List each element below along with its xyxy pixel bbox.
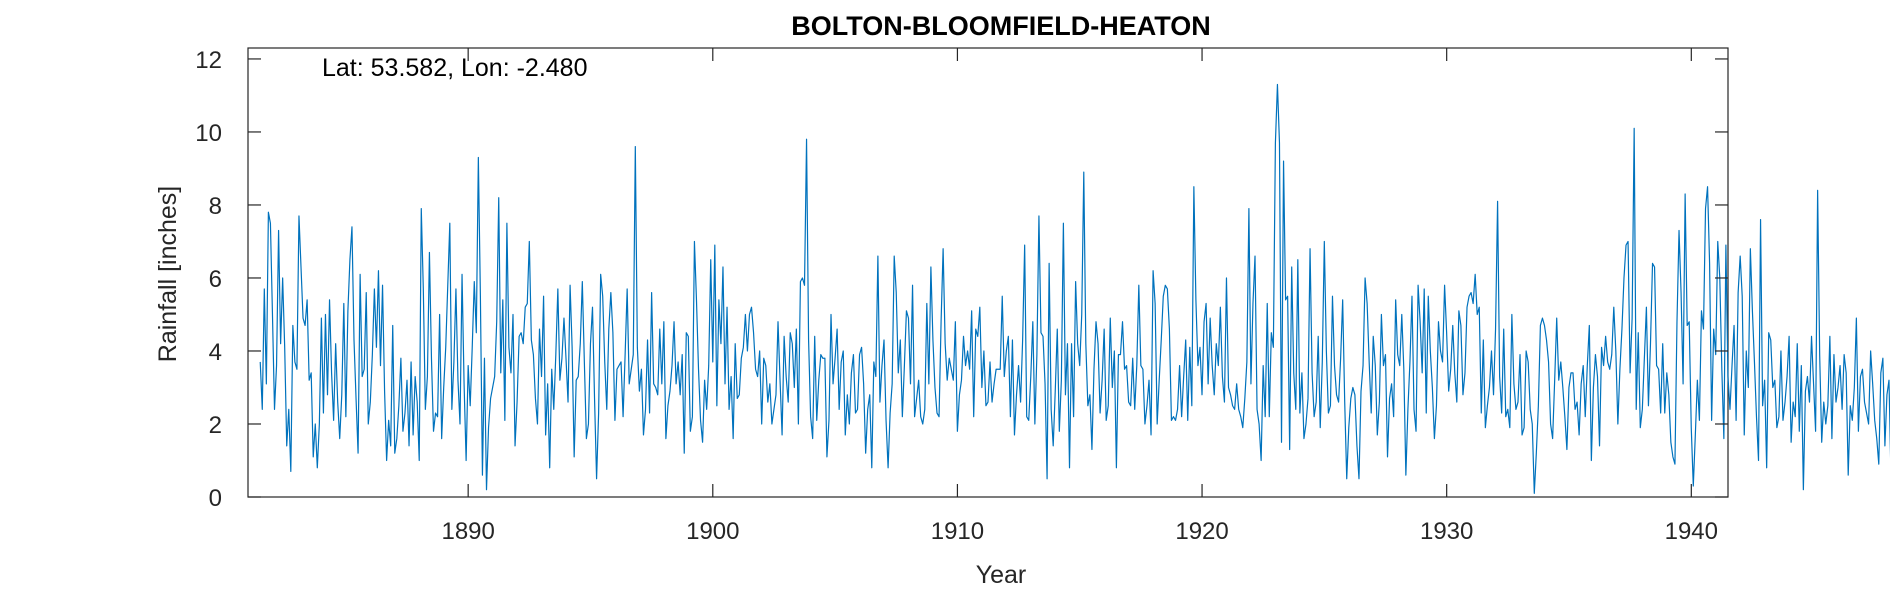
axes-box [247, 47, 1729, 498]
x-tick-label: 1890 [441, 518, 494, 545]
y-axis-label: Rainfall [inches] [154, 186, 182, 362]
y-tick-label: 8 [209, 193, 222, 220]
y-tick-label: 0 [209, 485, 222, 512]
x-tick-label: 1940 [1665, 518, 1718, 545]
x-tick-label: 1900 [686, 518, 739, 545]
chart-title: BOLTON-BLOOMFIELD-HEATON [791, 11, 1210, 41]
y-tick-label: 10 [195, 120, 222, 147]
coordinates-annotation: Lat: 53.582, Lon: -2.480 [322, 54, 588, 82]
series-line-0 [259, 83, 1890, 494]
x-tick-label: 1920 [1175, 518, 1228, 545]
y-tick-label: 4 [209, 339, 222, 366]
y-tick-label: 6 [209, 266, 222, 293]
y-tick-label: 12 [195, 47, 222, 74]
plot-area: 0 2 4 6 8 10 12 1890 1900 1910 1920 1930 1940 [195, 47, 1890, 545]
y-tick-label: 2 [209, 412, 222, 439]
x-tick-label: 1930 [1420, 518, 1473, 545]
x-tick-label: 1910 [931, 518, 984, 545]
x-axis-label: Year [976, 561, 1027, 589]
